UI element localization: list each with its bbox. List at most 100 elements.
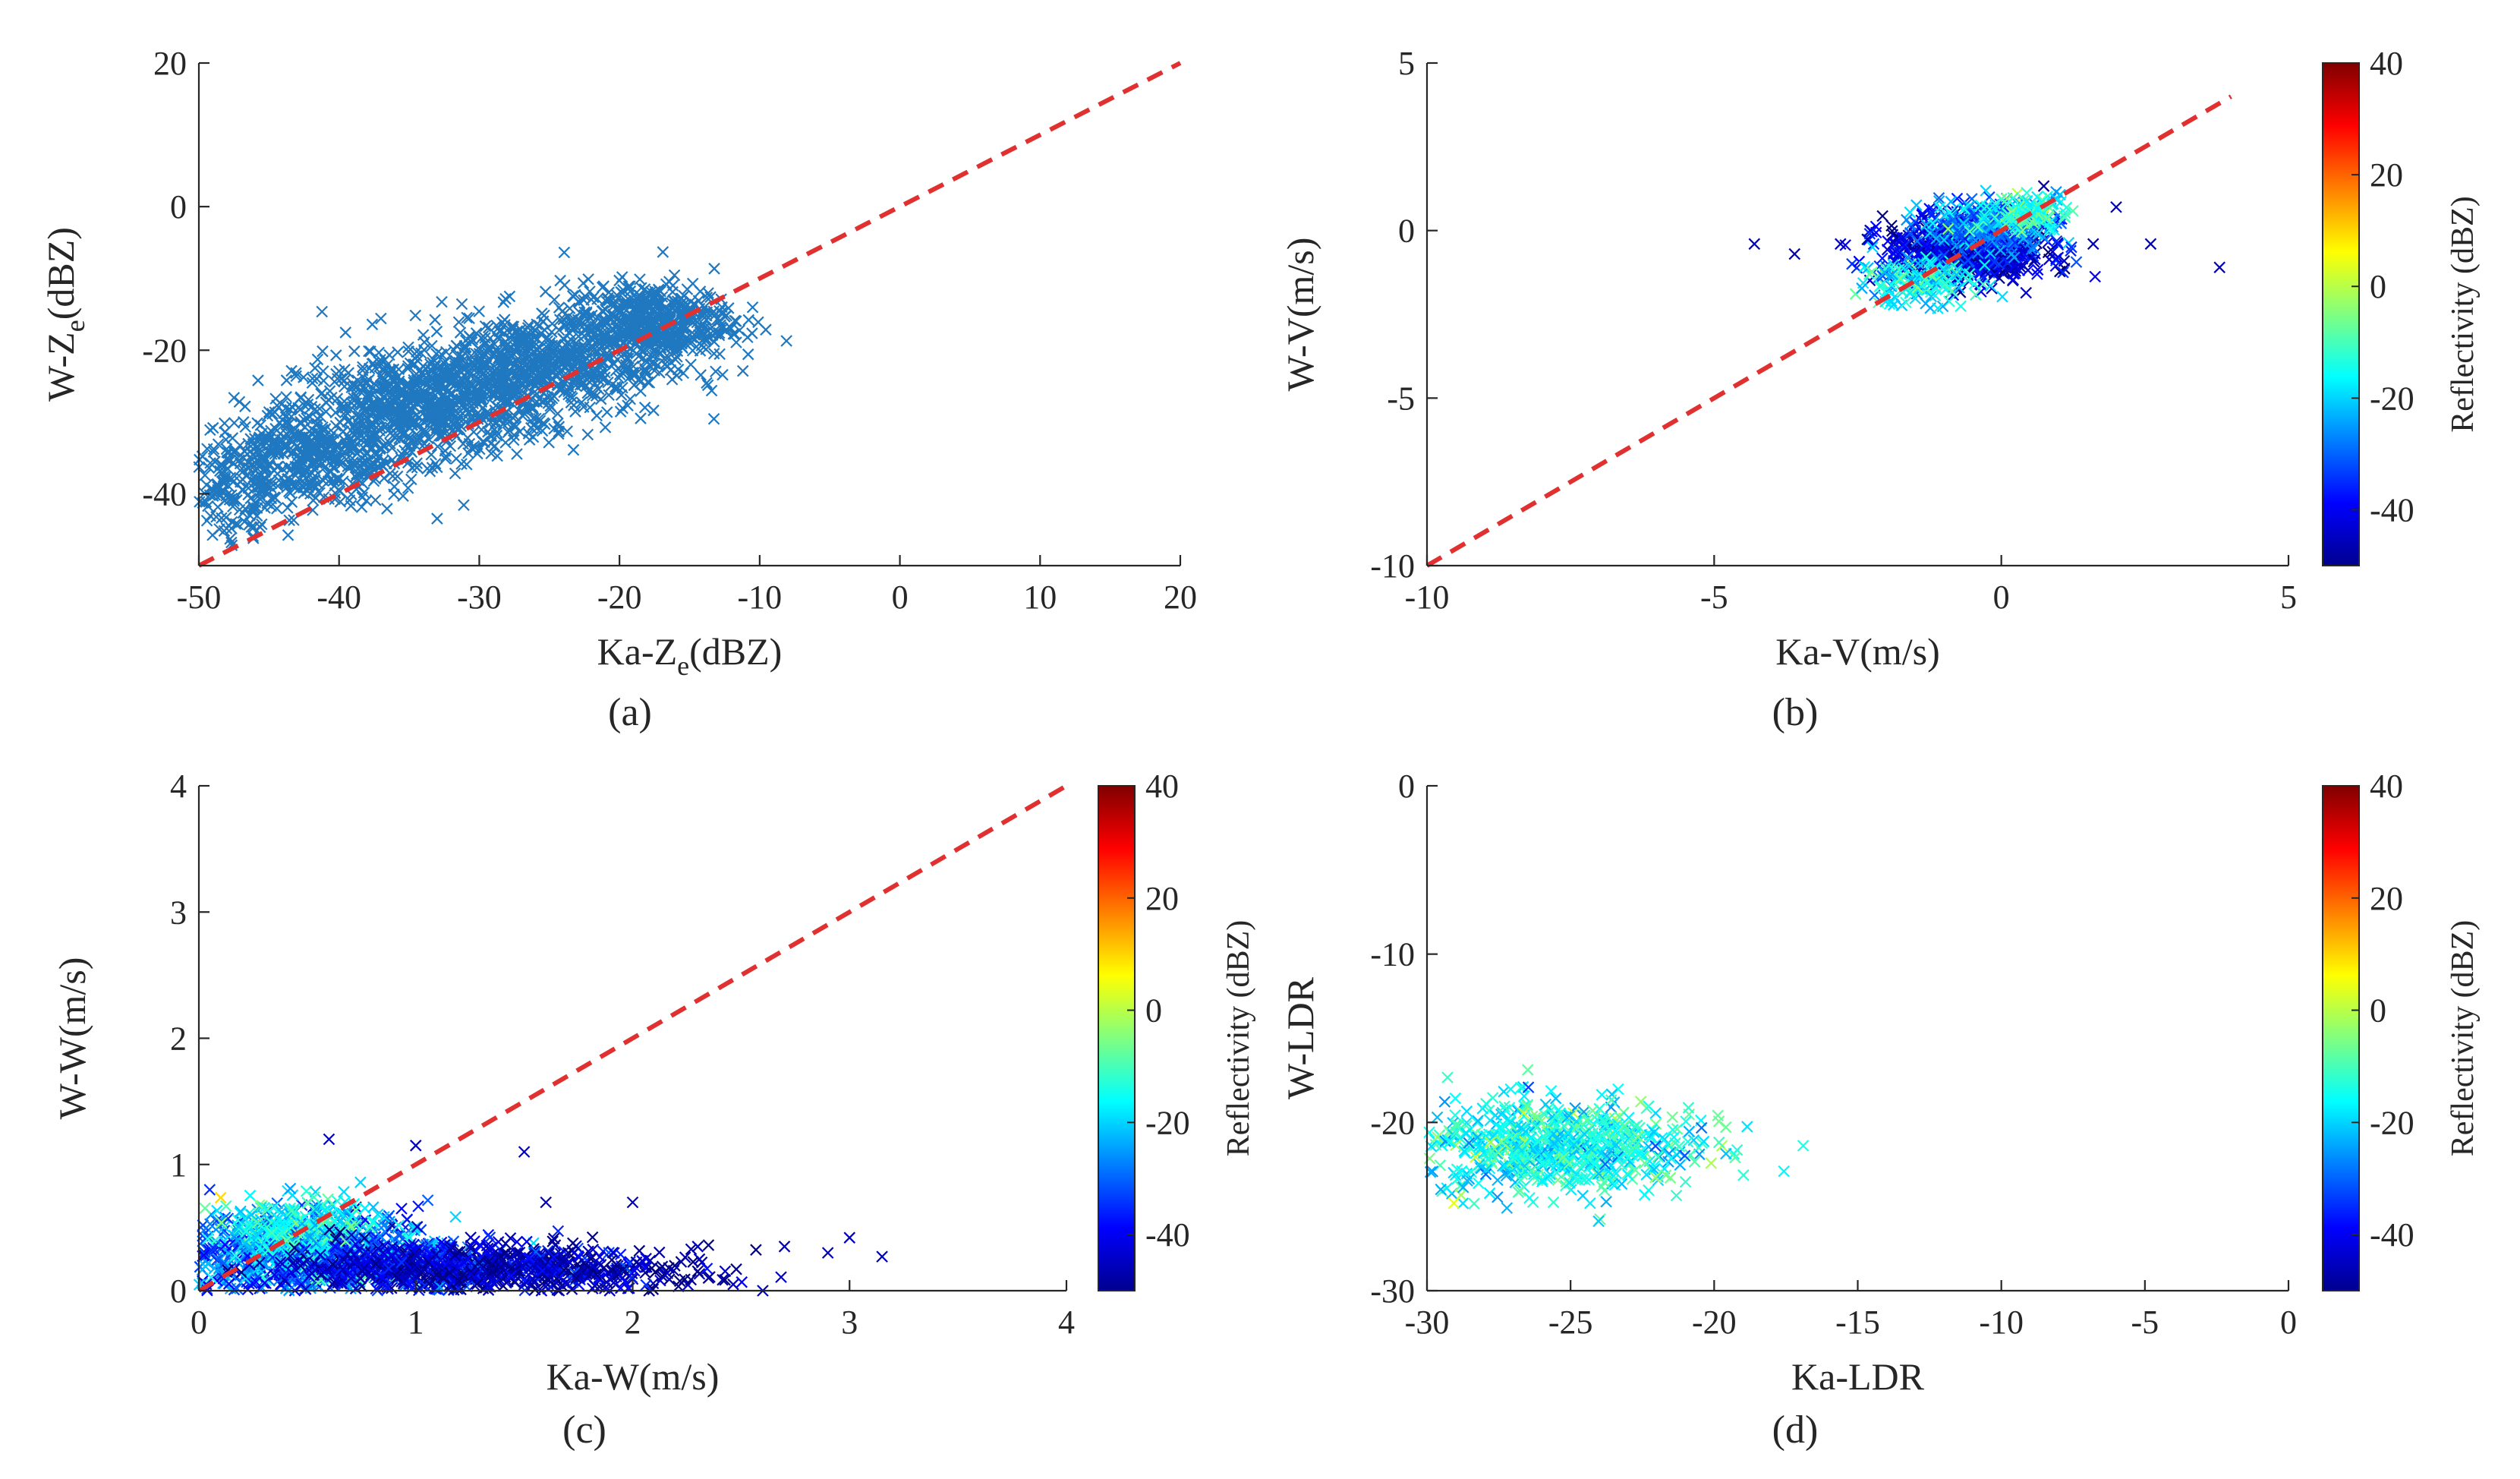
data-point bbox=[320, 449, 332, 462]
data-point bbox=[255, 438, 267, 451]
data-point bbox=[339, 326, 352, 339]
data-point bbox=[780, 335, 792, 347]
data-point bbox=[499, 437, 512, 449]
data-point bbox=[634, 273, 646, 285]
data-point bbox=[393, 402, 406, 415]
data-point bbox=[499, 292, 512, 305]
panel-c: 0 1 2 3 401234Ka-W(m/s)W-W(m/s)(c)-40-200204… bbox=[51, 768, 1256, 1452]
data-point bbox=[329, 349, 342, 361]
data-point bbox=[507, 434, 520, 446]
x-axis-label-subscript: e bbox=[677, 651, 689, 681]
data-point bbox=[252, 456, 265, 468]
data-point bbox=[431, 512, 443, 525]
data-point bbox=[613, 274, 625, 287]
data-point bbox=[309, 425, 322, 438]
data-point bbox=[366, 318, 379, 331]
data-point bbox=[393, 419, 406, 431]
data-point bbox=[558, 246, 571, 259]
data-point bbox=[444, 440, 457, 453]
data-point bbox=[391, 392, 404, 405]
data-point bbox=[760, 323, 772, 336]
data-point bbox=[668, 269, 681, 282]
data-point bbox=[255, 427, 268, 440]
data-point bbox=[282, 502, 294, 514]
data-point bbox=[330, 440, 343, 453]
data-point bbox=[395, 433, 408, 446]
data-point bbox=[323, 449, 335, 462]
data-point bbox=[450, 453, 462, 465]
data-point bbox=[430, 367, 443, 380]
data-point bbox=[282, 529, 295, 541]
data-point bbox=[1748, 238, 1761, 251]
data-point bbox=[1996, 290, 2008, 303]
data-point bbox=[430, 325, 443, 338]
data-point bbox=[346, 452, 359, 465]
scatter-points bbox=[1748, 180, 2225, 314]
data-point bbox=[403, 440, 416, 453]
colorbar-gradient bbox=[2322, 62, 2360, 566]
data-point bbox=[408, 417, 421, 430]
data-point bbox=[499, 314, 511, 326]
data-point bbox=[308, 479, 320, 491]
data-point bbox=[283, 417, 295, 430]
x-tick-label: 0 bbox=[892, 579, 909, 616]
x-tick-label: -10 bbox=[738, 579, 783, 616]
data-point bbox=[280, 374, 293, 386]
data-point bbox=[707, 412, 720, 425]
data-point bbox=[384, 467, 396, 480]
data-point bbox=[581, 428, 594, 441]
data-point bbox=[736, 364, 749, 377]
data-point bbox=[276, 434, 288, 446]
y-axis-label: W-Ze(dBZ) bbox=[39, 227, 90, 402]
data-point bbox=[276, 414, 289, 427]
data-point bbox=[356, 364, 369, 377]
data-point bbox=[350, 426, 362, 439]
data-point bbox=[474, 392, 487, 405]
reference-line bbox=[197, 61, 1182, 568]
data-point bbox=[361, 494, 373, 507]
data-point bbox=[567, 443, 580, 456]
data-point bbox=[329, 406, 342, 419]
x-axis-label: Ka-Ze(dBZ) bbox=[597, 630, 783, 681]
data-point bbox=[282, 445, 295, 457]
data-point bbox=[228, 392, 241, 404]
data-point bbox=[402, 482, 414, 494]
data-point bbox=[746, 301, 759, 314]
data-point bbox=[436, 419, 449, 432]
data-point bbox=[421, 1194, 434, 1206]
data-point bbox=[448, 344, 460, 356]
data-point bbox=[244, 1189, 257, 1202]
colorbar-tick-label: 20 bbox=[2370, 156, 2403, 194]
y-tick-label: -20 bbox=[142, 332, 187, 369]
data-point bbox=[291, 432, 304, 445]
y-tick-label: 20 bbox=[153, 45, 187, 82]
data-point bbox=[647, 404, 660, 417]
data-point bbox=[386, 442, 398, 454]
data-point bbox=[320, 405, 332, 418]
data-point bbox=[322, 475, 335, 487]
data-point bbox=[2070, 256, 2083, 268]
data-point bbox=[635, 412, 647, 424]
data-point bbox=[412, 1200, 424, 1213]
data-point bbox=[340, 438, 353, 450]
data-point bbox=[298, 413, 310, 426]
data-point bbox=[708, 263, 720, 275]
y-axis-label-main: W-V(m/s) bbox=[1279, 238, 1321, 392]
data-point bbox=[497, 296, 510, 308]
data-point bbox=[381, 503, 393, 515]
data-point bbox=[311, 353, 324, 366]
data-point bbox=[2037, 180, 2050, 192]
data-point bbox=[330, 367, 342, 380]
data-point bbox=[282, 460, 294, 473]
data-point bbox=[338, 446, 350, 458]
data-point bbox=[199, 1202, 211, 1215]
data-point bbox=[317, 365, 329, 377]
data-point bbox=[234, 439, 247, 452]
data-point bbox=[355, 399, 368, 411]
data-point bbox=[334, 416, 346, 429]
data-point bbox=[527, 430, 540, 443]
data-point bbox=[239, 421, 252, 434]
data-point bbox=[1920, 297, 1932, 310]
data-point bbox=[686, 277, 699, 290]
